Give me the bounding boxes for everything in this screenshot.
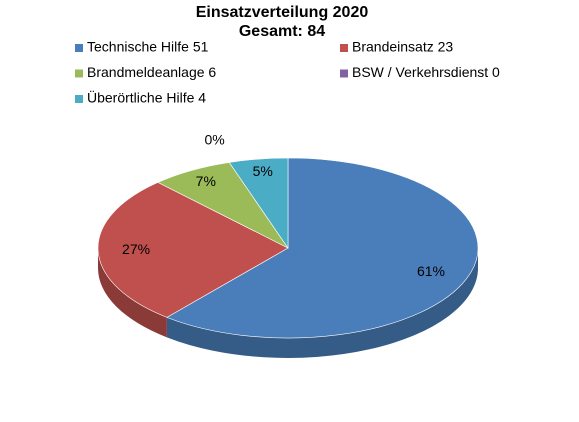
data-label: 27% xyxy=(122,241,150,257)
legend-text: BSW / Verkehrsdienst 0 xyxy=(352,64,500,80)
chart-title: Einsatzverteilung 2020 xyxy=(196,4,369,21)
data-label: 5% xyxy=(253,163,273,179)
data-label: 61% xyxy=(417,263,445,279)
slice xyxy=(228,157,289,249)
legend-swatch xyxy=(75,44,83,52)
legend-text: Brandeinsatz 23 xyxy=(352,39,453,55)
slice xyxy=(97,182,289,318)
legend-swatch xyxy=(75,95,83,103)
chart-subtitle: Gesamt: 84 xyxy=(239,23,325,40)
legend-text: Brandmeldeanlage 6 xyxy=(87,64,216,80)
legend-swatch xyxy=(340,69,348,78)
slice xyxy=(166,157,479,339)
legend-swatch xyxy=(340,44,348,52)
data-label: 7% xyxy=(196,173,216,189)
data-label: 0% xyxy=(204,132,224,148)
slice-side xyxy=(166,248,478,359)
slice-side xyxy=(98,248,167,338)
legend-text: Technische Hilfe 51 xyxy=(87,39,209,55)
legend-text: Überörtliche Hilfe 4 xyxy=(87,89,206,106)
legend-swatch xyxy=(75,69,83,78)
